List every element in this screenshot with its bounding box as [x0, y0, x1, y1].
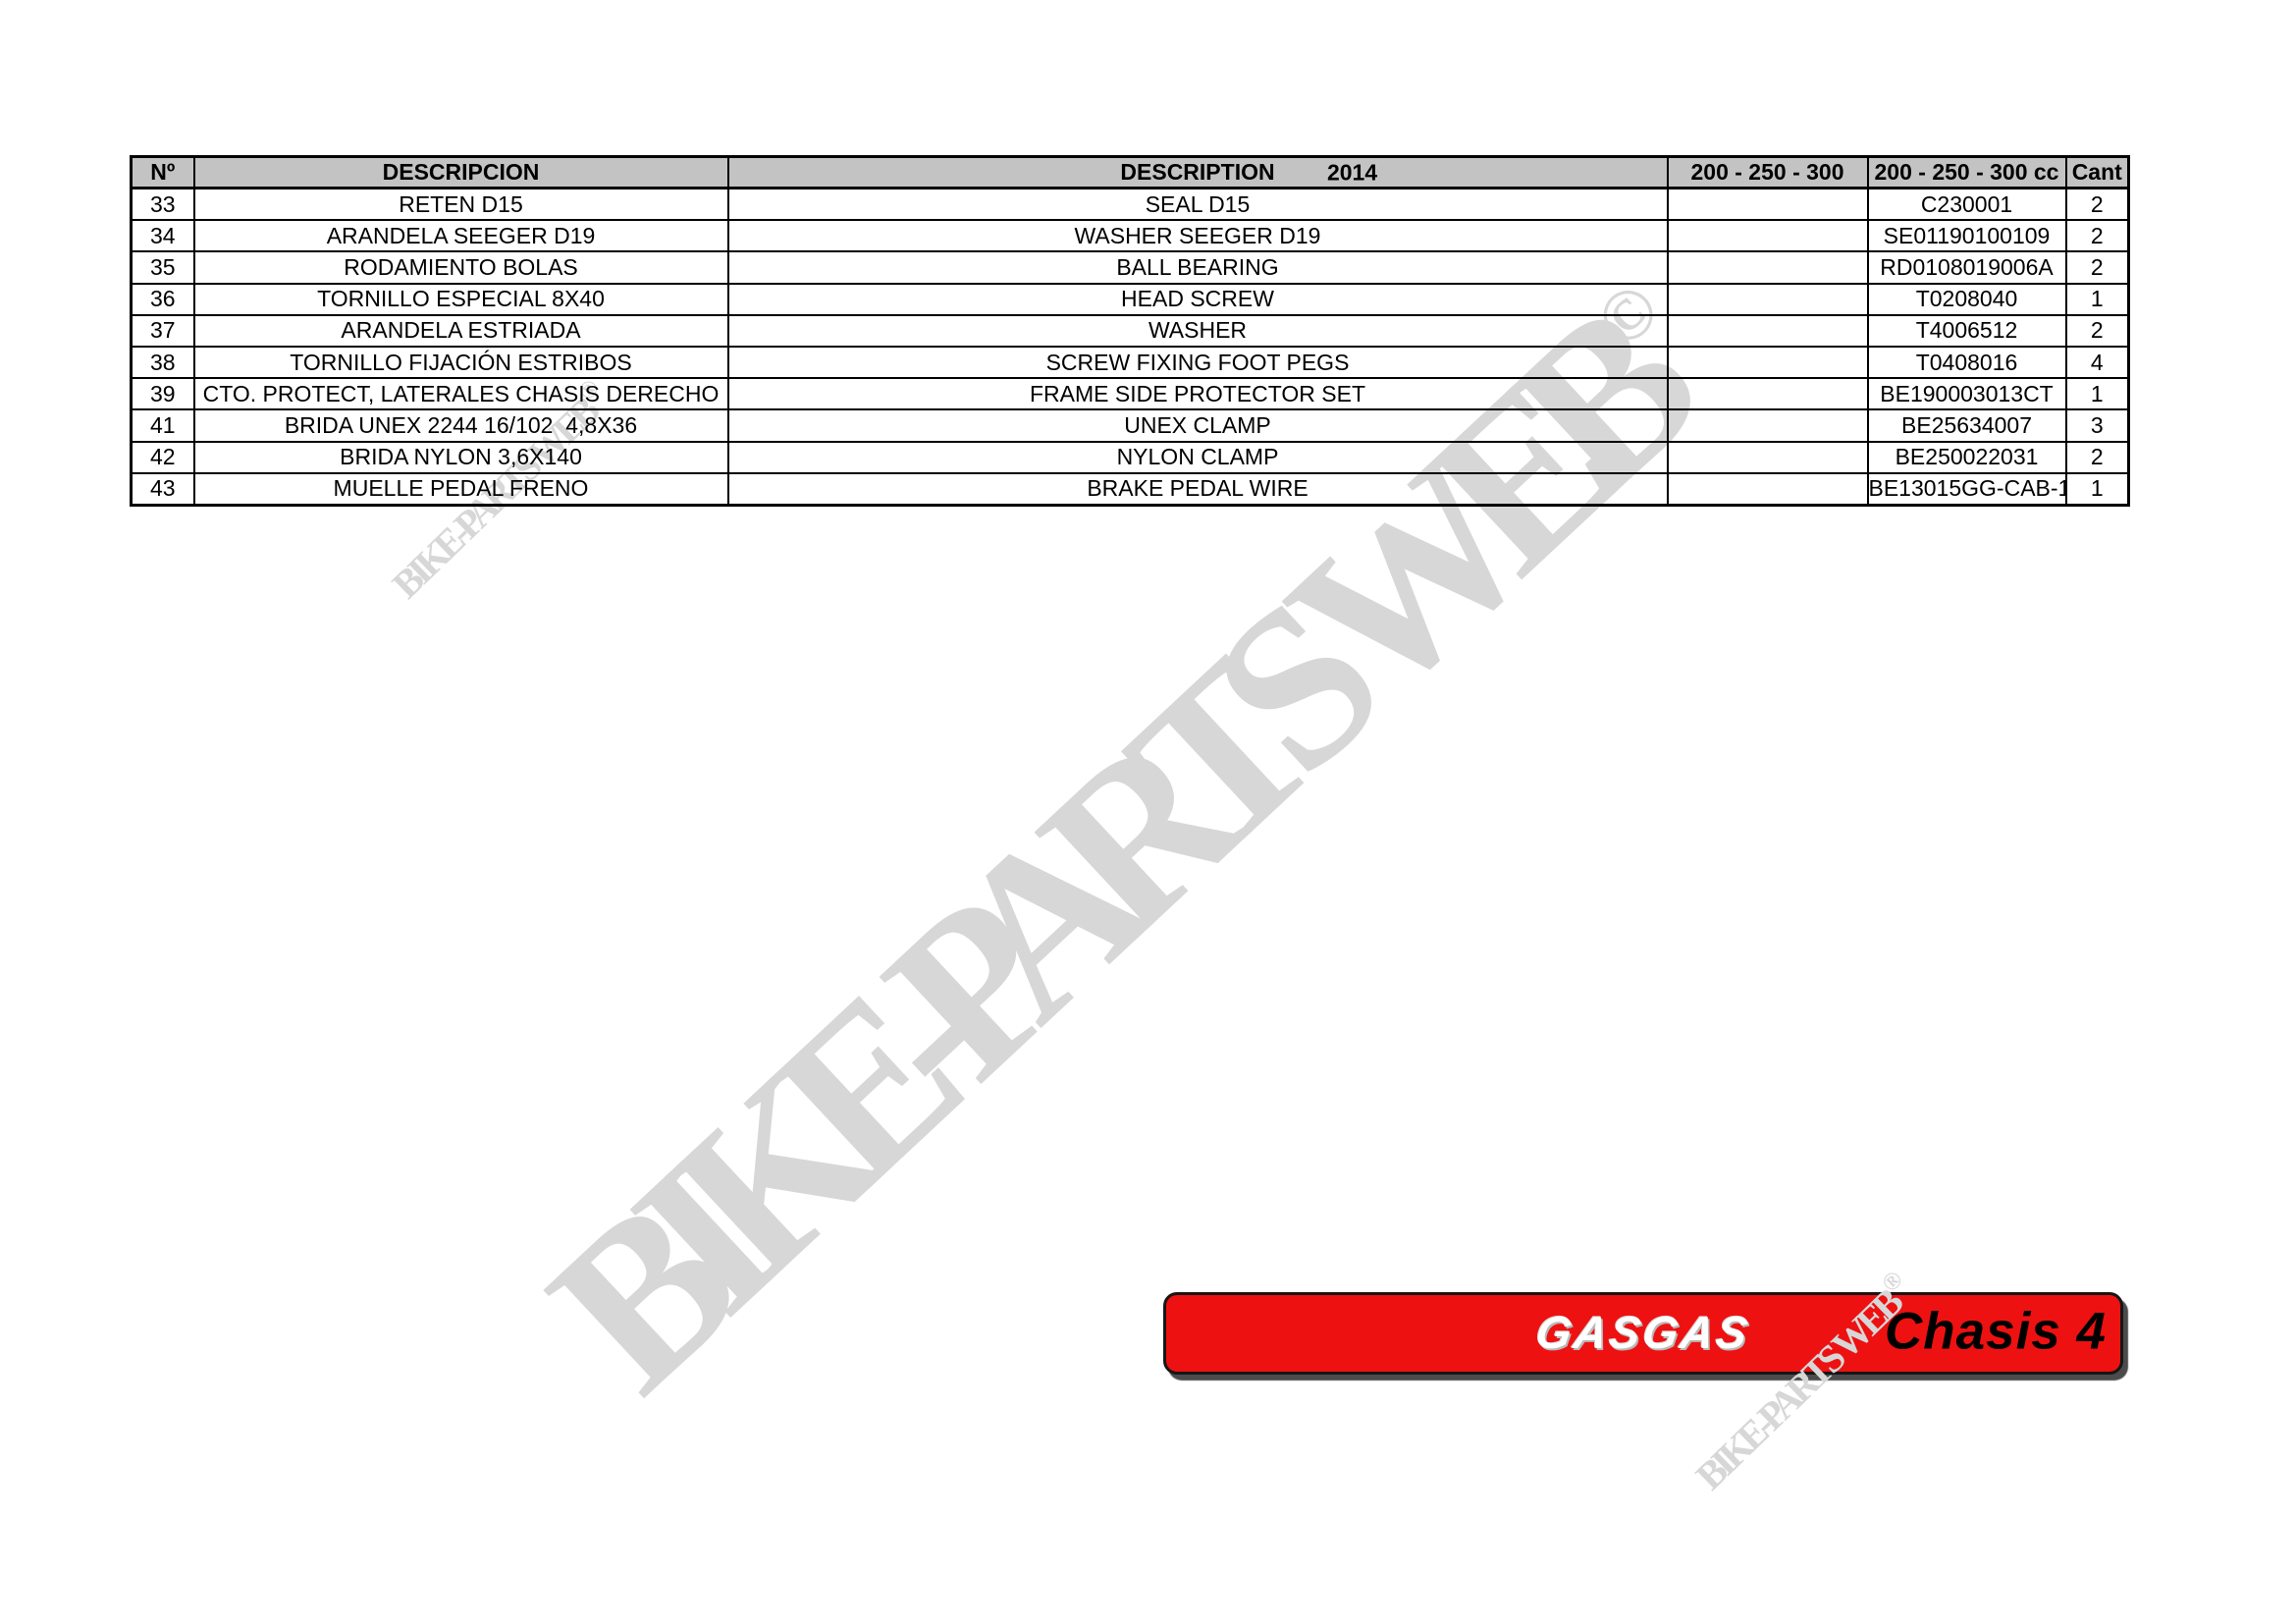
part-qty: 1: [2064, 282, 2130, 316]
part-qty: 2: [2064, 313, 2130, 348]
table-row: 37 ARANDELA ESTRIADA WASHER T4006512 2: [130, 313, 2130, 348]
part-number: BE13015GG-CAB-1: [1866, 471, 2067, 507]
header-year: 2014: [1326, 159, 1378, 185]
table-row: 33 RETEN D15 SEAL D15 C230001 2: [130, 187, 2130, 222]
header-cant: Cant: [2064, 155, 2130, 189]
part-col-a: [1666, 408, 1869, 443]
part-descripcion: TORNILLO FIJACIÓN ESTRIBOS: [192, 345, 729, 380]
header-descripcion: DESCRIPCION: [192, 155, 729, 189]
part-no: 33: [130, 187, 195, 222]
table-row: 36 TORNILLO ESPECIAL 8X40 HEAD SCREW T02…: [130, 282, 2130, 316]
part-descripcion: ARANDELA SEEGER D19: [192, 219, 729, 253]
part-number: BE25634007: [1866, 408, 2067, 443]
part-description: WASHER: [726, 313, 1669, 348]
part-col-a: [1666, 250, 1869, 285]
part-number: T0408016: [1866, 345, 2067, 380]
part-no: 39: [130, 377, 195, 411]
part-no: 38: [130, 345, 195, 380]
gasgas-logo: GASGAS: [1532, 1306, 1754, 1358]
part-col-a: [1666, 219, 1869, 253]
part-no: 34: [130, 219, 195, 253]
part-descripcion: BRIDA UNEX 2244 16/102 4,8X36: [192, 408, 729, 443]
part-descripcion: BRIDA NYLON 3,6X140: [192, 440, 729, 474]
part-qty: 1: [2064, 377, 2130, 411]
part-description: SEAL D15: [726, 187, 1669, 222]
part-description: BALL BEARING: [726, 250, 1669, 285]
part-qty: 2: [2064, 219, 2130, 253]
part-qty: 3: [2064, 408, 2130, 443]
table-row: 34 ARANDELA SEEGER D19 WASHER SEEGER D19…: [130, 219, 2130, 253]
part-number: BE250022031: [1866, 440, 2067, 474]
part-number: T0208040: [1866, 282, 2067, 316]
header-200-250-300: 200 - 250 - 300: [1666, 155, 1869, 189]
part-description: HEAD SCREW: [726, 282, 1669, 316]
part-no: 43: [130, 471, 195, 507]
table-row: 43 MUELLE PEDAL FRENO BRAKE PEDAL WIRE B…: [130, 471, 2130, 507]
part-no: 41: [130, 408, 195, 443]
part-no: 42: [130, 440, 195, 474]
part-description: FRAME SIDE PROTECTOR SET: [726, 377, 1669, 411]
part-description: SCREW FIXING FOOT PEGS: [726, 345, 1669, 380]
part-col-a: [1666, 282, 1869, 316]
part-description: UNEX CLAMP: [726, 408, 1669, 443]
table-header-row: Nº DESCRIPCION DESCRIPTION 2014 200 - 250…: [130, 155, 2130, 189]
part-descripcion: RETEN D15: [192, 187, 729, 222]
part-number: T4006512: [1866, 313, 2067, 348]
part-no: 36: [130, 282, 195, 316]
part-descripcion: CTO. PROTECT, LATERALES CHASIS DERECHO: [192, 377, 729, 411]
table-row: 41 BRIDA UNEX 2244 16/102 4,8X36 UNEX CL…: [130, 408, 2130, 443]
part-description: WASHER SEEGER D19: [726, 219, 1669, 253]
header-description: DESCRIPTION 2014: [726, 155, 1669, 189]
part-number: BE190003013CT: [1866, 377, 2067, 411]
chapter-banner: GASGAS Chasis 4: [1163, 1292, 2123, 1375]
part-no: 37: [130, 313, 195, 348]
header-no: Nº: [130, 155, 195, 189]
part-qty: 2: [2064, 187, 2130, 222]
part-descripcion: TORNILLO ESPECIAL 8X40: [192, 282, 729, 316]
part-description: BRAKE PEDAL WIRE: [726, 471, 1669, 507]
part-col-a: [1666, 313, 1869, 348]
part-number: RD0108019006A: [1866, 250, 2067, 285]
part-no: 35: [130, 250, 195, 285]
chapter-label: Chasis 4: [1884, 1302, 2107, 1361]
table-row: 39 CTO. PROTECT, LATERALES CHASIS DERECH…: [130, 377, 2130, 411]
part-qty: 2: [2064, 440, 2130, 474]
part-col-a: [1666, 187, 1869, 222]
part-col-a: [1666, 471, 1869, 507]
table-row: 35 RODAMIENTO BOLAS BALL BEARING RD01080…: [130, 250, 2130, 285]
part-number: C230001: [1866, 187, 2067, 222]
part-qty: 2: [2064, 250, 2130, 285]
part-number: SE01190100109: [1866, 219, 2067, 253]
parts-table: Nº DESCRIPCION DESCRIPTION 2014 200 - 250…: [130, 155, 2130, 507]
table-row: 42 BRIDA NYLON 3,6X140 NYLON CLAMP BE250…: [130, 440, 2130, 474]
part-descripcion: MUELLE PEDAL FRENO: [192, 471, 729, 507]
part-qty: 1: [2064, 471, 2130, 507]
header-description-label: DESCRIPTION: [1120, 159, 1275, 185]
table-row: 38 TORNILLO FIJACIÓN ESTRIBOS SCREW FIXI…: [130, 345, 2130, 380]
header-200-250-300cc: 200 - 250 - 300 cc: [1866, 155, 2067, 189]
part-descripcion: RODAMIENTO BOLAS: [192, 250, 729, 285]
part-description: NYLON CLAMP: [726, 440, 1669, 474]
part-descripcion: ARANDELA ESTRIADA: [192, 313, 729, 348]
part-col-a: [1666, 345, 1869, 380]
part-col-a: [1666, 440, 1869, 474]
part-col-a: [1666, 377, 1869, 411]
part-qty: 4: [2064, 345, 2130, 380]
